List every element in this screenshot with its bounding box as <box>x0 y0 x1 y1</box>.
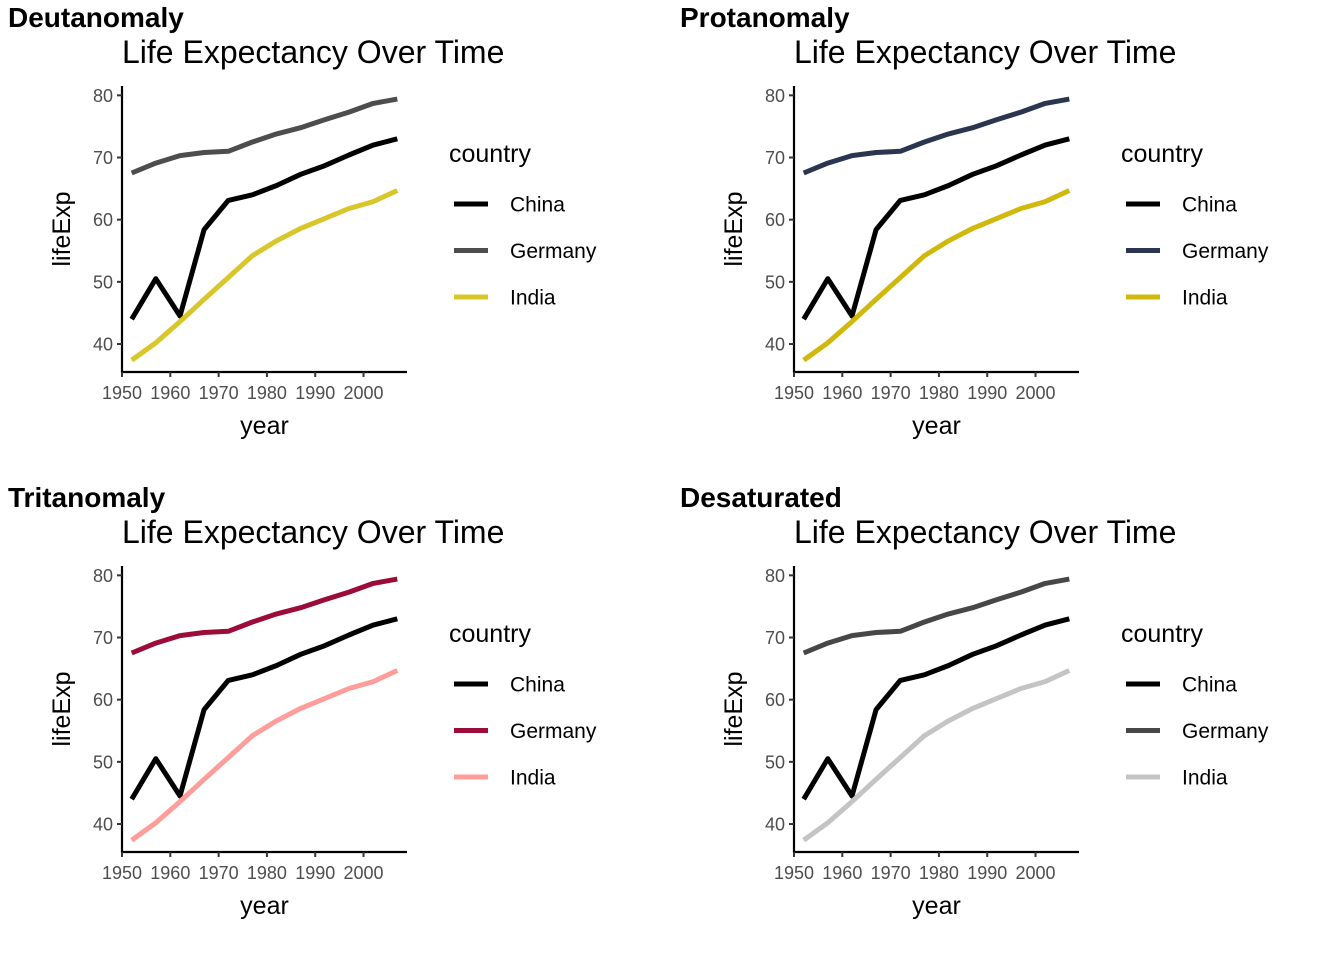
x-tick-label: 1980 <box>247 863 287 883</box>
legend-label-china: China <box>510 194 565 217</box>
legend-label-germany: Germany <box>1182 720 1269 743</box>
legend-label-china: China <box>1182 194 1237 217</box>
legend: country China Germany India <box>449 620 597 790</box>
y-tick-label: 50 <box>765 752 785 772</box>
x-tick-label: 1960 <box>150 863 190 883</box>
y-tick-label: 80 <box>93 566 113 586</box>
x-tick-label: 1970 <box>871 383 911 403</box>
legend-label-india: India <box>510 287 556 310</box>
series-line-china <box>801 136 1070 321</box>
legend-label-germany: Germany <box>510 720 597 743</box>
y-axis-title: lifeExp <box>720 671 748 746</box>
series-line-india <box>130 668 399 843</box>
chart-title: Life Expectancy Over Time <box>122 514 504 550</box>
series-line-india <box>802 668 1071 843</box>
series-line-india <box>130 188 399 363</box>
x-axis-title: year <box>240 892 289 920</box>
series-line-china <box>129 616 398 801</box>
x-tick-label: 1960 <box>822 863 862 883</box>
x-tick-label: 1960 <box>150 383 190 403</box>
y-tick-label: 40 <box>765 335 785 355</box>
legend-label-china: China <box>510 674 565 697</box>
legend-label-india: India <box>510 767 556 790</box>
x-tick-label: 1950 <box>774 863 814 883</box>
x-tick-label: 1970 <box>871 863 911 883</box>
y-tick-label: 60 <box>765 210 785 230</box>
x-axis-title: year <box>912 892 961 920</box>
y-axis-title: lifeExp <box>48 671 76 746</box>
chart-title: Life Expectancy Over Time <box>122 34 504 70</box>
y-tick-label: 40 <box>93 815 113 835</box>
x-tick-label: 1990 <box>295 863 335 883</box>
x-tick-label: 1990 <box>967 863 1007 883</box>
legend-title: country <box>449 140 531 168</box>
x-tick-label: 1950 <box>102 863 142 883</box>
y-tick-label: 70 <box>765 628 785 648</box>
series-line-india <box>802 188 1071 363</box>
legend: country China Germany India <box>1121 140 1269 310</box>
x-tick-label: 1950 <box>774 383 814 403</box>
series-line-china <box>129 136 398 321</box>
panel-label: Deutanomaly <box>8 2 184 33</box>
y-tick-label: 80 <box>93 86 113 106</box>
legend-label-india: India <box>1182 767 1228 790</box>
legend-title: country <box>449 620 531 648</box>
legend: country China Germany India <box>1121 620 1269 790</box>
legend-label-china: China <box>1182 674 1237 697</box>
x-tick-label: 2000 <box>1016 383 1056 403</box>
panel-label: Protanomaly <box>680 2 850 33</box>
chart-title: Life Expectancy Over Time <box>794 514 1176 550</box>
y-tick-label: 60 <box>93 210 113 230</box>
legend: country China Germany India <box>449 140 597 310</box>
y-tick-label: 70 <box>765 148 785 168</box>
x-tick-label: 1990 <box>295 383 335 403</box>
series-line-germany <box>130 576 398 656</box>
panel-label: Desaturated <box>680 482 842 513</box>
x-tick-label: 1950 <box>102 383 142 403</box>
series-line-germany <box>802 96 1070 176</box>
y-tick-label: 80 <box>765 86 785 106</box>
y-tick-label: 40 <box>765 815 785 835</box>
y-tick-label: 50 <box>93 752 113 772</box>
x-tick-label: 1960 <box>822 383 862 403</box>
y-tick-label: 70 <box>93 148 113 168</box>
x-tick-label: 1990 <box>967 383 1007 403</box>
x-axis-title: year <box>912 412 961 440</box>
x-tick-label: 2000 <box>344 863 384 883</box>
legend-title: country <box>1121 140 1203 168</box>
panel-label: Tritanomaly <box>8 482 166 513</box>
y-axis-title: lifeExp <box>48 191 76 266</box>
x-tick-label: 1970 <box>199 383 239 403</box>
series-line-china <box>801 616 1070 801</box>
y-tick-label: 60 <box>93 690 113 710</box>
x-axis-title: year <box>240 412 289 440</box>
y-tick-label: 40 <box>93 335 113 355</box>
series-line-germany <box>802 576 1070 656</box>
x-tick-label: 1980 <box>919 863 959 883</box>
y-tick-label: 60 <box>765 690 785 710</box>
series-line-germany <box>130 96 398 176</box>
y-tick-label: 50 <box>93 272 113 292</box>
x-tick-label: 2000 <box>344 383 384 403</box>
legend-label-germany: Germany <box>1182 240 1269 263</box>
y-tick-label: 80 <box>765 566 785 586</box>
x-tick-label: 1970 <box>199 863 239 883</box>
chart-title: Life Expectancy Over Time <box>794 34 1176 70</box>
legend-label-germany: Germany <box>510 240 597 263</box>
y-tick-label: 50 <box>765 272 785 292</box>
x-tick-label: 2000 <box>1016 863 1056 883</box>
legend-label-india: India <box>1182 287 1228 310</box>
x-tick-label: 1980 <box>247 383 287 403</box>
legend-title: country <box>1121 620 1203 648</box>
y-axis-title: lifeExp <box>720 191 748 266</box>
x-tick-label: 1980 <box>919 383 959 403</box>
y-tick-label: 70 <box>93 628 113 648</box>
